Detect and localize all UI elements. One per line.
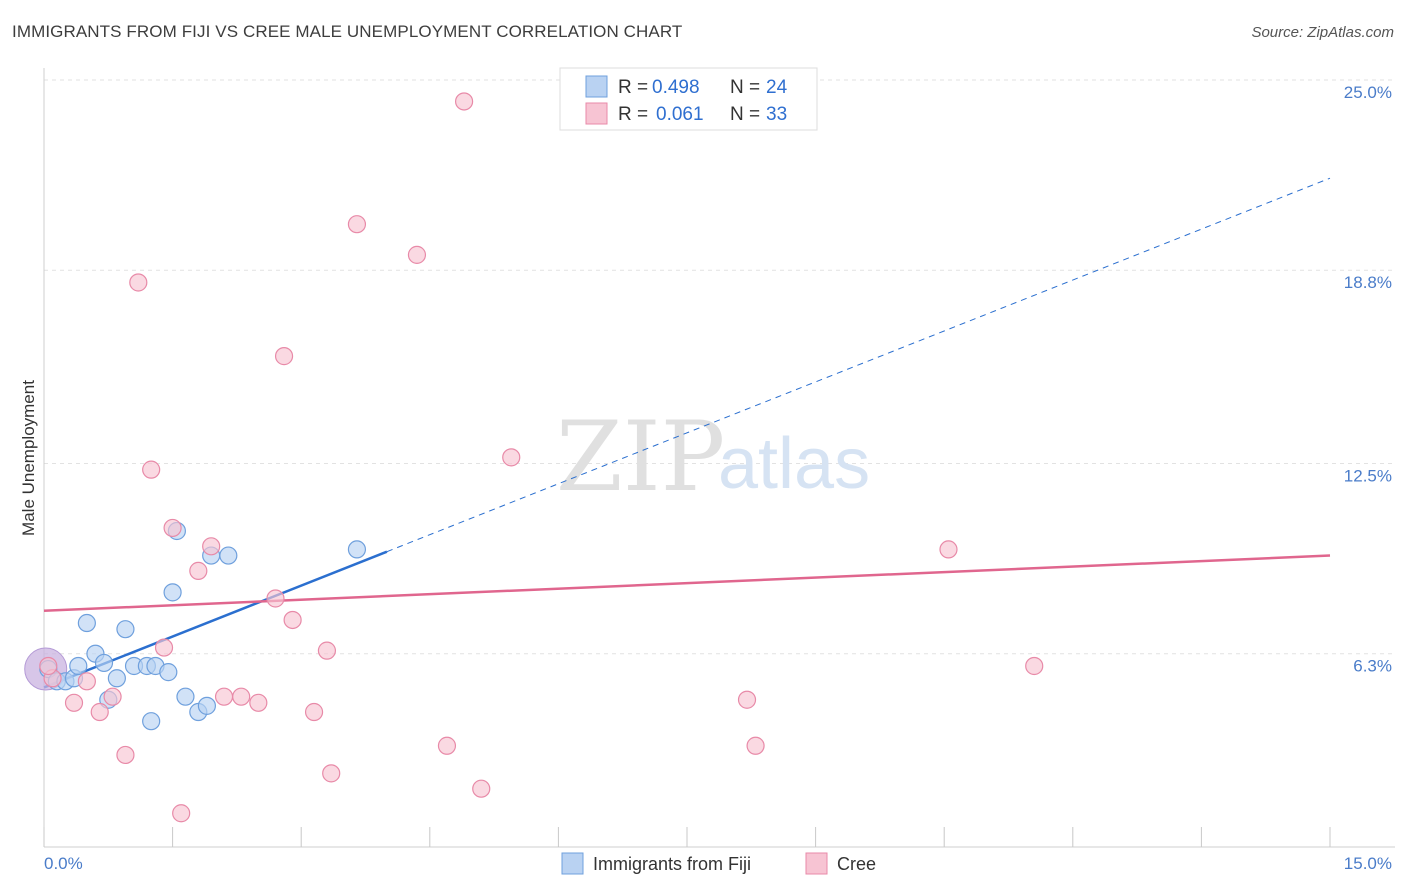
fiji-point-7 [94, 653, 114, 673]
fiji-point-4 [69, 656, 88, 676]
cree-point-1 [64, 693, 84, 712]
cree-trend-line [43, 554, 1331, 613]
fiji-point-13 [142, 712, 161, 731]
fiji-trend-line [43, 550, 388, 689]
cree-point-30 [939, 540, 958, 559]
chart-title: IMMIGRANTS FROM FIJI VS CREE MALE UNEMPL… [12, 22, 683, 41]
cree-point-17 [274, 347, 294, 366]
cree-n-value: 33 [766, 104, 787, 125]
fiji-trend-extension [386, 177, 1331, 553]
cree-point-3 [90, 702, 109, 722]
fiji-point-16 [163, 583, 182, 602]
cree-point-12 [202, 537, 221, 556]
cree-r-label: R = [618, 104, 648, 125]
fiji-point-18 [176, 687, 195, 706]
y-tick-label-2: 18.8% [1344, 273, 1392, 292]
watermark: ZIP atlas [556, 401, 870, 513]
fiji-r-value: 0.498 [652, 77, 700, 98]
cree-point-5 [116, 745, 135, 765]
fiji-point-10 [116, 620, 135, 639]
fiji-r-label: R = [618, 77, 648, 98]
series-legend: Immigrants from Fiji Cree [561, 852, 876, 875]
cree-point-20 [317, 641, 337, 660]
cree-point-9 [163, 518, 182, 538]
stats-legend: R = 0.498 N = 24 R = 0.061 N = 33 [559, 67, 818, 131]
watermark-atlas: atlas [718, 424, 870, 504]
cree-point-14 [232, 687, 251, 706]
cree-point-4 [103, 687, 122, 706]
y-axis-label: Male Unemployment [19, 380, 38, 536]
cree-point-18 [283, 610, 302, 630]
cree-point-10 [172, 804, 191, 823]
cree-point-15 [249, 693, 268, 712]
cree-n-label: N = [730, 104, 760, 125]
cree-point-22 [347, 215, 367, 234]
cree-point-19 [304, 702, 324, 722]
x-tick-label-max: 15.0% [1344, 854, 1392, 873]
y-tick-label-0: 6.3% [1353, 657, 1392, 676]
cree-series-label: Cree [837, 854, 876, 874]
fiji-point-22 [219, 546, 238, 565]
y-tick-label-1: 12.5% [1344, 467, 1392, 486]
cree-point-13 [214, 687, 234, 706]
fiji-series-label: Immigrants from Fiji [593, 854, 751, 874]
cree-point-2 [77, 672, 96, 691]
y-tick-label-3: 25.0% [1344, 83, 1392, 102]
y-tick-labels: 6.3% 12.5% 18.8% 25.0% [1344, 83, 1392, 676]
fiji-n-label: N = [730, 77, 760, 98]
fiji-point-5 [77, 613, 96, 633]
cree-point-27 [502, 448, 521, 467]
cree-point-29 [746, 736, 765, 755]
fiji-legend-swatch [585, 75, 608, 98]
fiji-point-20 [197, 696, 216, 715]
fiji-n-value: 24 [766, 77, 788, 98]
cree-point-16 [266, 589, 285, 608]
source-label: Source: ZipAtlas.com [1251, 24, 1394, 41]
cree-point-31 [1025, 656, 1044, 676]
cree-point-21 [322, 764, 341, 783]
fiji-point-9 [107, 669, 126, 688]
cree-r-value: 0.061 [656, 104, 704, 125]
fiji-point-15 [159, 663, 178, 682]
cree-point-23 [407, 245, 427, 264]
trend-lines [43, 177, 1331, 689]
data-points [24, 92, 1044, 823]
cree-point-32 [39, 656, 58, 676]
fiji-series-swatch [561, 852, 584, 875]
cree-series-swatch [805, 852, 828, 875]
fiji-point-23 [347, 540, 367, 559]
cree-point-6 [129, 273, 148, 292]
watermark-zip: ZIP [556, 401, 725, 513]
cree-point-25 [454, 92, 474, 111]
cree-legend-swatch [585, 102, 608, 125]
x-tick-label-min: 0.0% [44, 854, 83, 873]
grid [44, 79, 1395, 655]
cree-point-11 [189, 561, 208, 580]
cree-point-24 [437, 736, 457, 755]
cree-point-8 [154, 638, 174, 657]
cree-point-26 [472, 779, 491, 798]
cree-point-28 [737, 690, 757, 709]
cree-point-7 [142, 460, 161, 479]
axes [43, 68, 1395, 848]
